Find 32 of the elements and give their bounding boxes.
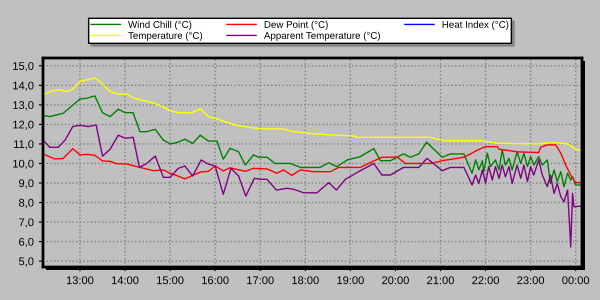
line-series [43, 144, 582, 184]
x-tick-label: 21:00 [427, 276, 454, 284]
y-tick-label: 14,0 [13, 82, 34, 91]
y-tick-label: 6,0 [19, 238, 34, 248]
legend-label: Temperature (°C) [128, 32, 202, 41]
line-series [43, 95, 582, 188]
x-tick-label: 17:00 [247, 276, 274, 284]
y-tick-label: 7,0 [19, 218, 34, 228]
y-tick-label: 9,0 [19, 179, 34, 188]
legend-label: Apparent Temperature (°C) [264, 32, 380, 41]
y-tick-label: 11,0 [14, 140, 34, 150]
y-tick-label: 5,0 [18, 257, 34, 267]
x-tick-label: 19:00 [337, 276, 364, 284]
x-tick-label: 14:00 [112, 276, 138, 284]
legend-label: Dew Point (°C) [264, 20, 328, 30]
x-tick-label: 18:00 [292, 276, 319, 284]
y-tick-label: 8,0 [19, 198, 34, 208]
x-tick-label: 22:00 [472, 276, 500, 284]
x-tick-label: 13:00 [66, 276, 94, 284]
x-tick-label: 23:00 [517, 276, 544, 284]
y-tick-label: 13,0 [13, 101, 34, 110]
x-tick-label: 16:00 [202, 276, 229, 284]
line-series [43, 77, 582, 152]
line-series [43, 124, 582, 248]
y-tick-label: 12,0 [13, 120, 34, 130]
x-tick-label: 20:00 [382, 276, 409, 284]
x-tick-label: 00:00 [562, 276, 590, 284]
x-tick-label: 15:00 [157, 276, 184, 284]
legend-label: Wind Chill (°C) [128, 20, 192, 30]
y-tick-label: 10,0 [13, 160, 34, 169]
y-tick-label: 15,0 [13, 62, 34, 72]
legend-label: Heat Index (°C) [442, 20, 508, 30]
